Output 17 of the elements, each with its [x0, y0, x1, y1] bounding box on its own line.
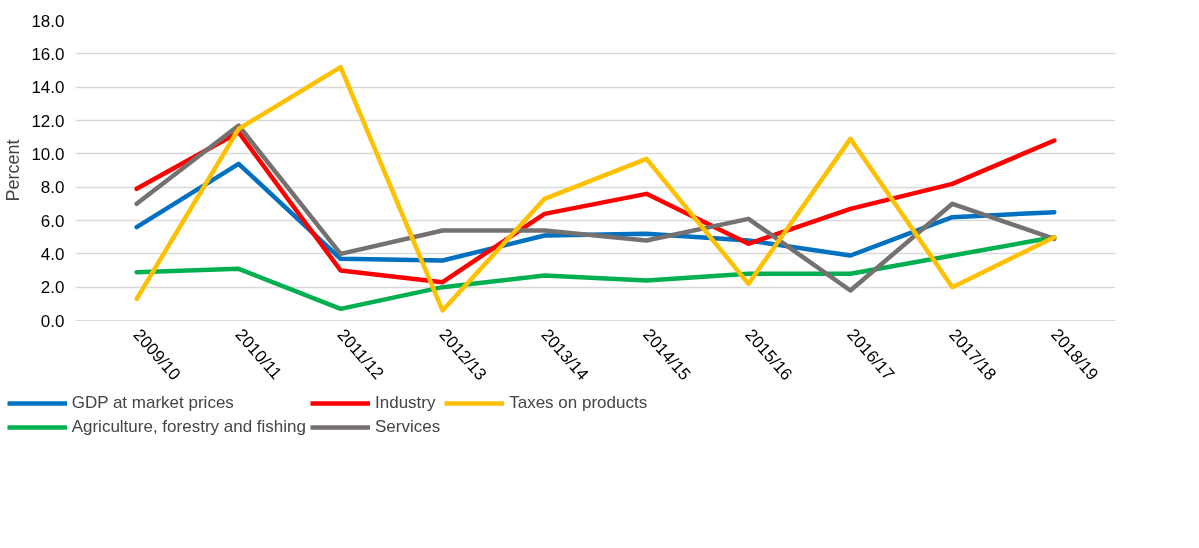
legend-label: Agriculture, forestry and fishing [71, 417, 306, 437]
legend-label: Services [375, 417, 441, 437]
y-tick-label: 14.0 [31, 78, 65, 98]
y-tick-label: 6.0 [40, 211, 65, 231]
y-tick-label: 0.0 [40, 311, 65, 331]
y-tick-label: 2.0 [40, 278, 65, 298]
line-series [134, 64, 1057, 313]
y-tick-label: 12.0 [31, 111, 65, 131]
y-tick-label: 10.0 [31, 144, 65, 164]
y-tick-label: 18.0 [31, 11, 65, 31]
legend-label: Industry [375, 393, 436, 413]
y-tick-label: 16.0 [31, 44, 65, 64]
y-tick-label: 4.0 [40, 244, 65, 264]
y-axis-title: Percent [3, 139, 24, 202]
legend-label: GDP at market prices [71, 393, 234, 413]
legend-label: Taxes on products [509, 393, 648, 413]
y-tick-label: 8.0 [40, 178, 65, 198]
